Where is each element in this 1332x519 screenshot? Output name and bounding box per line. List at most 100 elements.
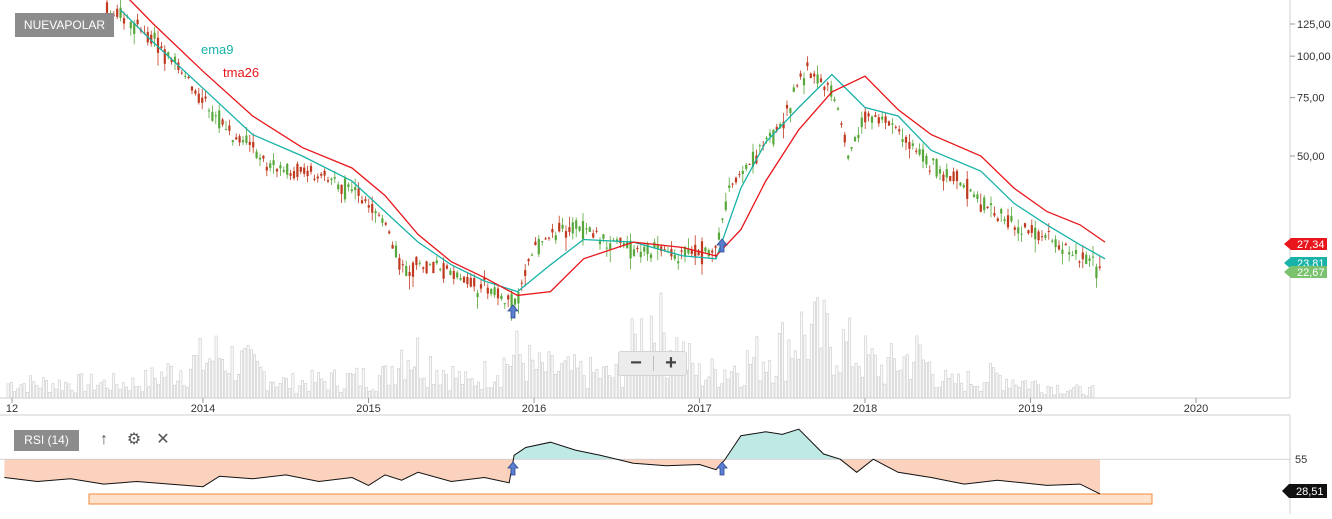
last-value-text: 22,67 (1297, 267, 1325, 279)
volume-bar (393, 384, 397, 399)
arrow-up-icon[interactable]: ↑ (100, 431, 108, 448)
symbol-badge[interactable]: NUEVAPOLAR (15, 13, 114, 37)
volume-bar (233, 380, 237, 399)
volume-bar (912, 362, 916, 399)
volume-bar (19, 384, 23, 399)
volume-bar (403, 379, 407, 399)
zoom-in-button[interactable]: + (665, 352, 677, 374)
zoom-out-button[interactable]: − (630, 352, 642, 374)
candle-body (802, 78, 806, 86)
candle-body (1071, 255, 1074, 257)
candle-body (517, 292, 520, 304)
candle-body (1003, 219, 1006, 222)
zoom-divider (653, 356, 654, 371)
candle-body (728, 185, 731, 188)
x-tick-label: 2017 (687, 403, 711, 415)
volume-bar (704, 379, 708, 399)
volume-bar (246, 345, 250, 399)
volume-bar (985, 382, 989, 399)
candle-body (391, 244, 394, 249)
candle-body (435, 260, 438, 264)
volume-bar (768, 360, 772, 399)
candle-body (235, 137, 238, 140)
close-icon[interactable]: ✕ (156, 431, 170, 448)
volume-bar (960, 382, 964, 399)
candle-body (170, 59, 173, 63)
volume-bar (832, 374, 836, 399)
candle-body (313, 178, 316, 180)
candle-body (731, 183, 734, 185)
volume-bar (998, 375, 1002, 399)
volume-bar (729, 371, 733, 399)
candle-body (843, 134, 846, 143)
volume-bar (989, 363, 992, 399)
candle-body (323, 170, 326, 176)
volume-bar (422, 377, 426, 399)
candle-body (561, 224, 564, 229)
candle-body (877, 117, 880, 124)
candle-body (394, 245, 398, 258)
volume-bar (909, 379, 912, 399)
volume-bar (429, 356, 432, 399)
volume-bar (537, 352, 541, 399)
volume-bar (1014, 384, 1018, 399)
volume-bar (269, 381, 272, 399)
rsi-signal-arrow (716, 461, 728, 476)
candle-body (258, 157, 262, 160)
volume-bar (345, 373, 349, 399)
volume-bar (413, 366, 416, 399)
gear-icon[interactable]: ⚙ (126, 431, 142, 448)
volume-bar (813, 301, 816, 399)
candle-body (904, 136, 908, 143)
volume-bar (80, 373, 84, 399)
volume-bar (256, 360, 260, 399)
candle-body (663, 249, 666, 251)
volume-bar (579, 361, 583, 399)
volume-bar (873, 354, 877, 399)
candle-body (643, 246, 646, 252)
volume-bar (585, 388, 589, 399)
volume-bar (461, 384, 464, 399)
candle-body (816, 74, 819, 84)
candle-body (547, 237, 551, 239)
candle-body (1040, 236, 1044, 238)
volume-bar (569, 370, 573, 399)
volume-bar (835, 365, 839, 399)
volume-bar (163, 377, 167, 399)
volume-bar (553, 373, 557, 399)
volume-bar (518, 354, 522, 399)
volume-bar (944, 370, 948, 399)
volume-bar (1053, 394, 1056, 399)
volume-bar (726, 378, 730, 399)
candle-body (704, 247, 707, 252)
candle-body (1095, 266, 1098, 279)
volume-bar (409, 369, 413, 399)
volume-bar (93, 389, 96, 399)
volume-bar (499, 387, 503, 399)
volume-bar (272, 381, 276, 399)
volume-bar (733, 365, 736, 399)
rsi-indicator-badge[interactable]: RSI (14) (14, 430, 79, 451)
volume-bar (819, 347, 823, 399)
candle-body (986, 206, 989, 209)
volume-bar (995, 372, 999, 399)
volume-bar (400, 349, 404, 399)
volume-bar (979, 391, 983, 399)
volume-bar (349, 373, 352, 399)
volume-bar (621, 387, 624, 399)
candle-body (697, 250, 700, 256)
candle-body (983, 197, 986, 211)
volume-bar (173, 384, 176, 399)
candle-body (1037, 231, 1040, 241)
candle-body (717, 232, 721, 240)
volume-bar (102, 379, 106, 399)
volume-bar (691, 362, 695, 399)
last-value-tag (1284, 266, 1327, 278)
volume-bar (742, 385, 746, 399)
volume-bar (262, 371, 266, 399)
volume-bar (243, 348, 247, 399)
volume-bar (128, 390, 132, 399)
candle-body (680, 250, 683, 252)
volume-bar (1043, 394, 1047, 399)
candle-body (575, 220, 578, 229)
